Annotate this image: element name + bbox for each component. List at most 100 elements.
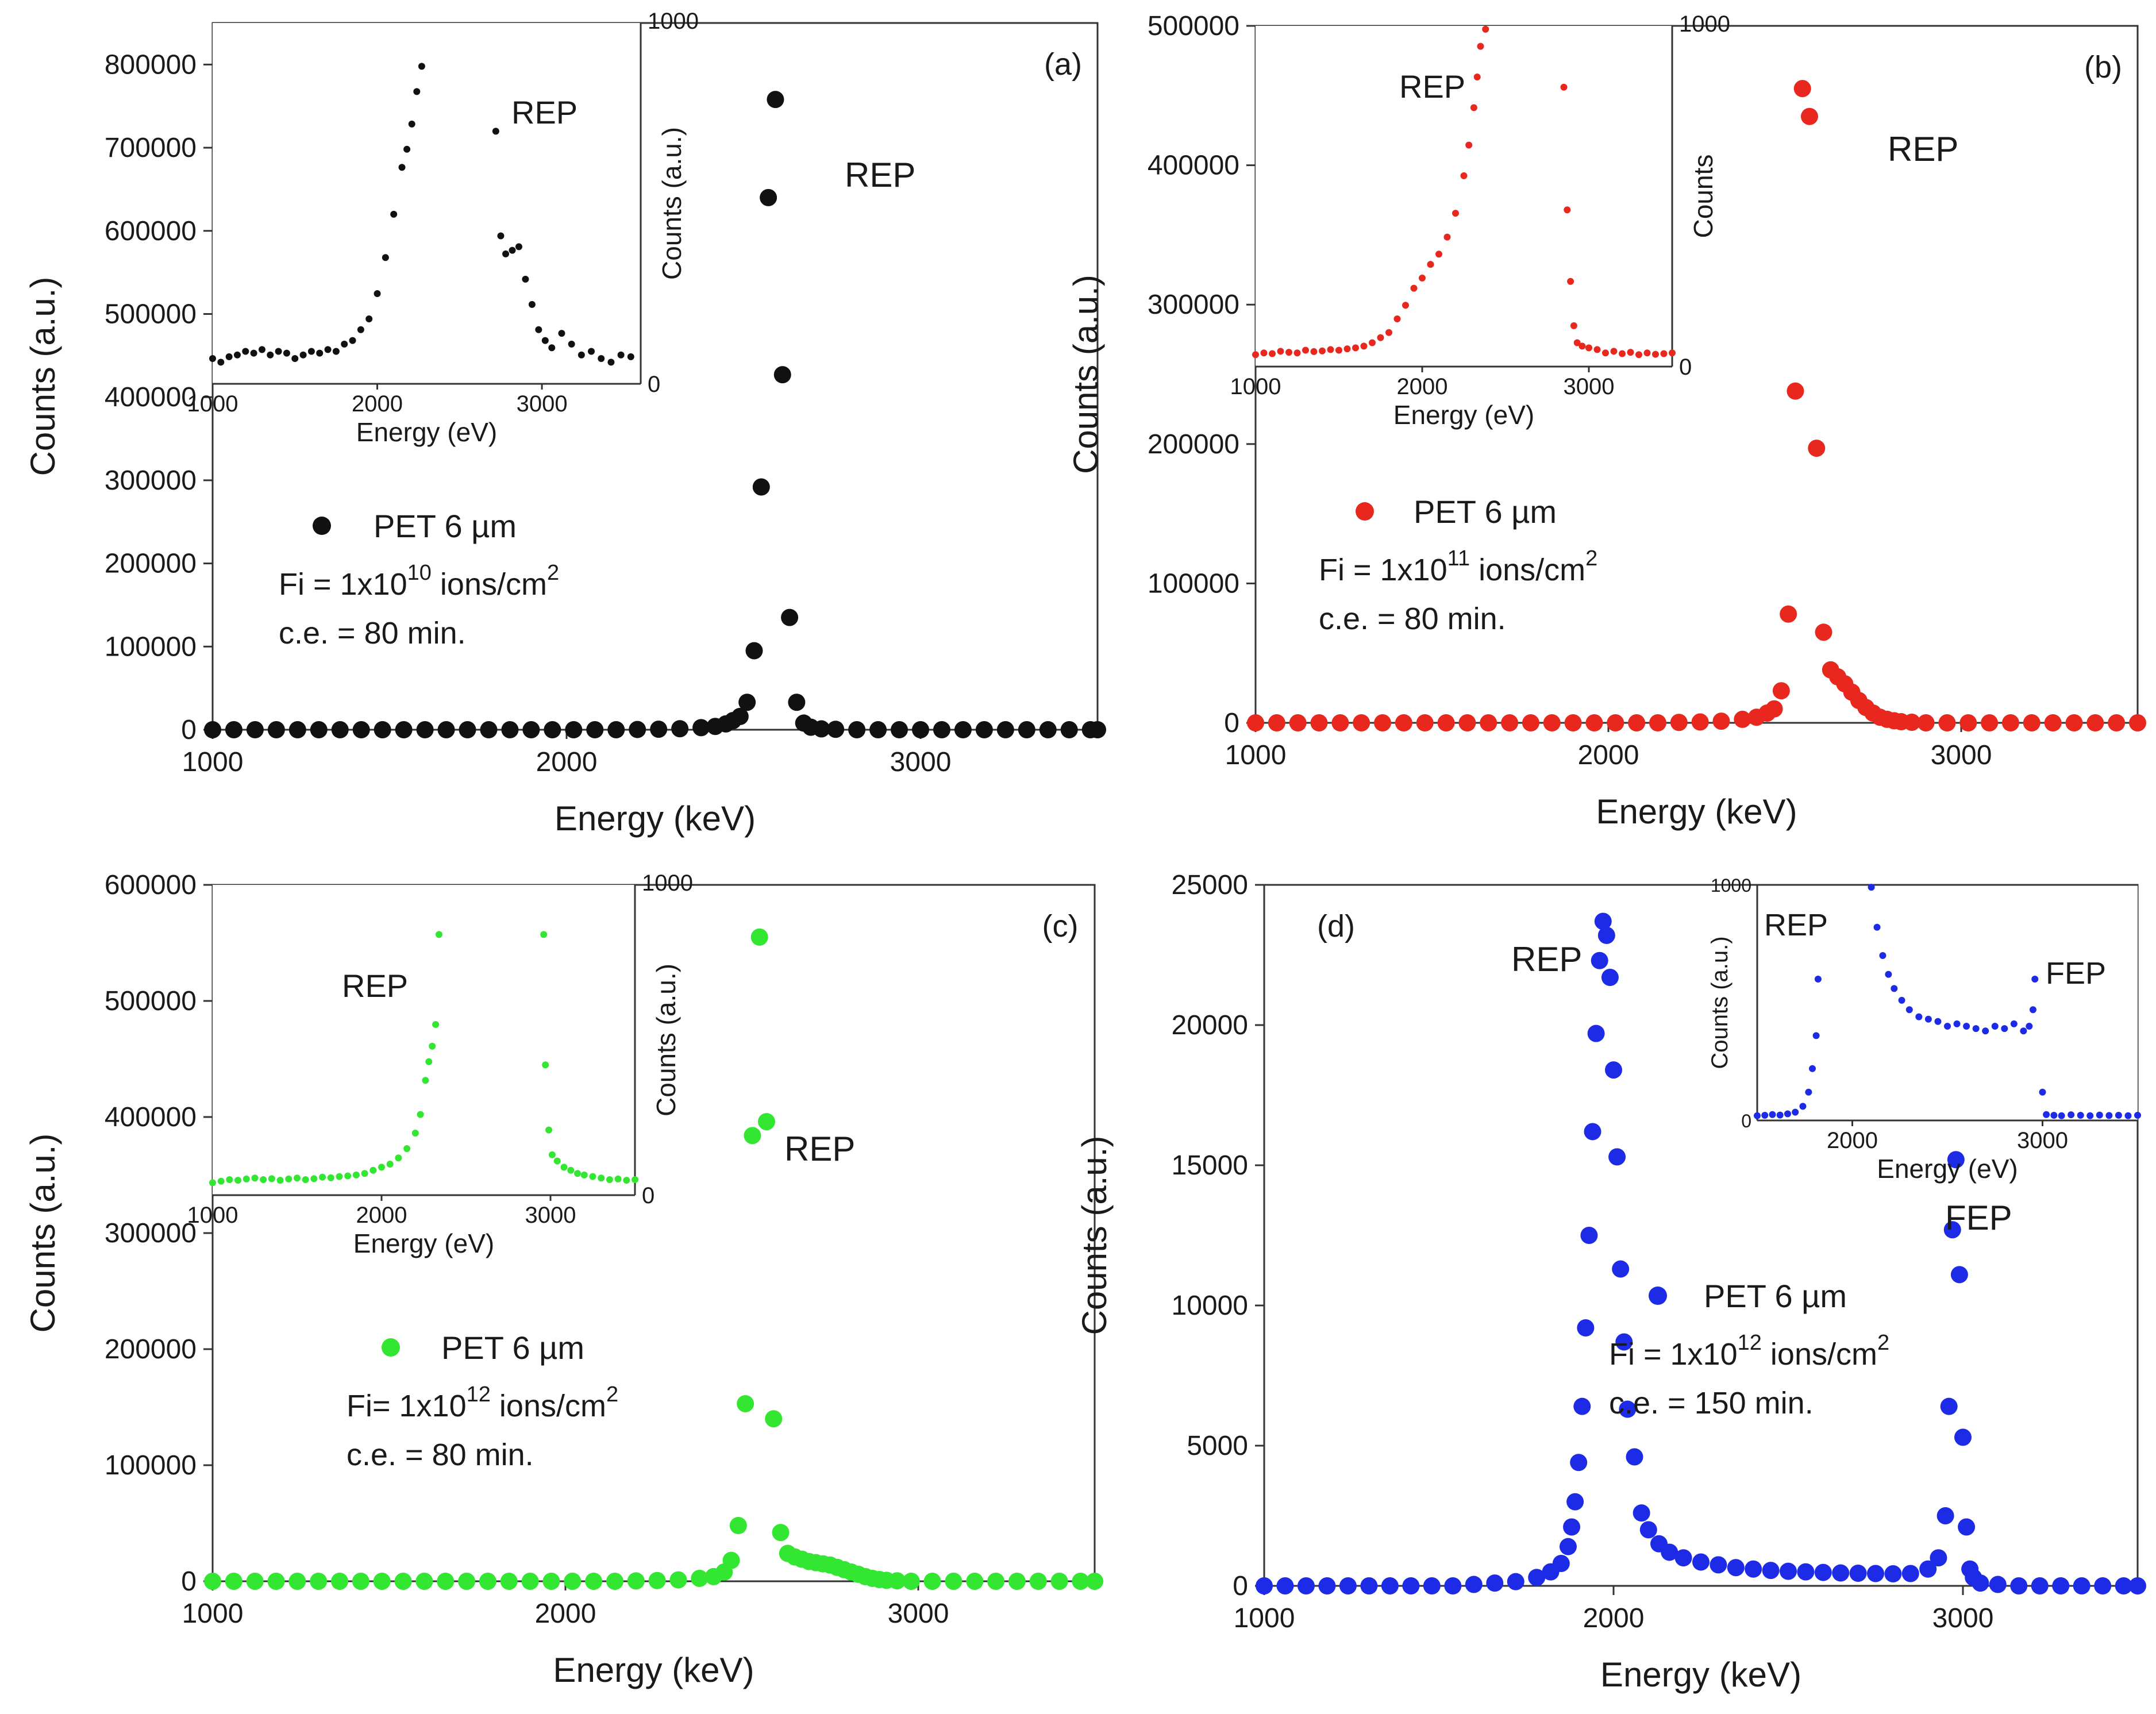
x-tick-label: 1000 — [1234, 1603, 1295, 1634]
data-point — [731, 707, 749, 725]
inset-data-point — [310, 1175, 318, 1183]
x-tick-label: 2000 — [535, 1599, 596, 1629]
y-tick-label: 300000 — [1148, 290, 1239, 320]
inset-data-point — [267, 351, 274, 359]
data-point — [2044, 714, 2062, 731]
inset-data-point — [1567, 278, 1574, 285]
panel-c: 1000 2000 3000 0 100000 200000 300000 400000 500… — [24, 870, 1103, 1689]
data-point — [1661, 1543, 1678, 1561]
peak-annotation: REP — [1511, 940, 1582, 979]
data-point — [869, 721, 887, 738]
inset: 1000 2000 3000 0 1000 Energy (eV) Counts REP — [1230, 11, 1730, 430]
inset-data-point — [2096, 1111, 2103, 1119]
inset-data-point — [1885, 970, 1892, 978]
inset-data-point — [540, 931, 548, 938]
y-tick-label: 100000 — [105, 631, 197, 662]
data-point — [1832, 1564, 1850, 1582]
inset-x-tick-label: 2000 — [352, 391, 403, 417]
data-point — [1008, 1573, 1026, 1590]
inset-annotation: REP — [511, 94, 578, 130]
data-point — [757, 1113, 775, 1131]
data-point — [1712, 712, 1730, 730]
legend-series: PET 6 µm — [1414, 494, 1557, 530]
data-point — [765, 1410, 783, 1428]
inset-data-point — [1652, 350, 1659, 358]
data-point — [1444, 1577, 1462, 1594]
inset-y-tick-label: 0 — [1741, 1111, 1751, 1131]
inset-x-tick-label: 3000 — [2017, 1128, 2068, 1153]
inset-data-point — [598, 355, 605, 363]
data-point — [1938, 714, 1956, 731]
inset-data-point — [1799, 1103, 1807, 1110]
inset-data-point — [2086, 1112, 2094, 1119]
data-point — [415, 1573, 433, 1590]
x-tick-label: 1000 — [182, 747, 244, 777]
inset-data-point — [217, 359, 225, 366]
inset-data-point — [2026, 1023, 2033, 1030]
data-point — [1903, 714, 1921, 731]
inset-y-tick-label: 0 — [648, 372, 660, 397]
inset-data-point — [2039, 1088, 2046, 1096]
x-tick-label: 3000 — [890, 747, 952, 777]
y-tick-label: 400000 — [105, 1102, 197, 1133]
inset-data-point — [1393, 315, 1401, 322]
inset-x-tick-label: 1000 — [187, 391, 238, 417]
inset-data-point — [2105, 1112, 2113, 1119]
inset-data-point — [1915, 1013, 1923, 1020]
data-point — [671, 720, 689, 738]
data-point — [1691, 713, 1709, 731]
data-point — [1954, 1428, 1972, 1446]
data-point — [288, 721, 306, 738]
data-point — [1559, 1538, 1577, 1555]
y-tick-label: 10000 — [1172, 1291, 1248, 1321]
inset-data-point — [1814, 976, 1822, 983]
inset-data-point — [386, 1161, 394, 1168]
inset-data-point — [382, 254, 389, 261]
plot-frame — [1263, 884, 2139, 1587]
inset-data-point — [2050, 1111, 2058, 1119]
inset-data-point — [341, 340, 348, 348]
data-point — [606, 1573, 623, 1590]
inset-x-tick-label: 3000 — [1564, 374, 1615, 399]
inset-y-axis-label: Counts (a.u.) — [1707, 936, 1732, 1069]
inset-data-point — [2115, 1111, 2122, 1119]
data-point — [1564, 714, 1582, 731]
data-point — [1585, 714, 1603, 731]
inset-data-point — [542, 1061, 549, 1069]
inset-data-point — [1660, 350, 1668, 357]
data-point — [1950, 1266, 1968, 1284]
data-point — [2129, 714, 2146, 731]
inset-data-point — [1277, 348, 1284, 355]
data-point — [923, 1573, 941, 1590]
inset: 1000 2000 3000 0 1000 Energy (eV) Counts (a.u.… — [187, 9, 699, 447]
y-tick-label: 15000 — [1172, 1150, 1248, 1181]
inset-data-point — [2020, 1027, 2027, 1035]
inset-data-point — [357, 326, 364, 333]
inset-data-point — [1905, 1006, 1913, 1014]
data-point — [1930, 1549, 1947, 1567]
inset-data-point — [302, 1176, 309, 1183]
data-point — [2108, 714, 2126, 731]
inset-data-point — [369, 1166, 377, 1174]
data-point — [416, 721, 434, 738]
data-point — [2031, 1577, 2049, 1594]
x-tick-label: 2000 — [1578, 740, 1639, 771]
legend-marker — [1649, 1287, 1667, 1305]
legend-marker — [1356, 502, 1374, 521]
inset-data-point — [1635, 351, 1642, 359]
data-point — [1072, 1573, 1089, 1590]
data-point — [395, 721, 413, 738]
inset-data-point — [242, 1175, 250, 1183]
inset-data-point — [1477, 43, 1484, 50]
inset-data-point — [2010, 1020, 2018, 1027]
data-point — [288, 1573, 306, 1590]
inset-data-point — [411, 1130, 419, 1137]
data-point — [331, 721, 349, 738]
main-series — [1247, 80, 2146, 731]
x-tick-label: 2000 — [1583, 1603, 1645, 1634]
data-point — [331, 1573, 349, 1590]
inset-data-point — [1891, 985, 1898, 992]
data-point — [1594, 912, 1612, 930]
inset-data-point — [548, 1151, 556, 1158]
inset-data-point — [260, 1176, 267, 1183]
